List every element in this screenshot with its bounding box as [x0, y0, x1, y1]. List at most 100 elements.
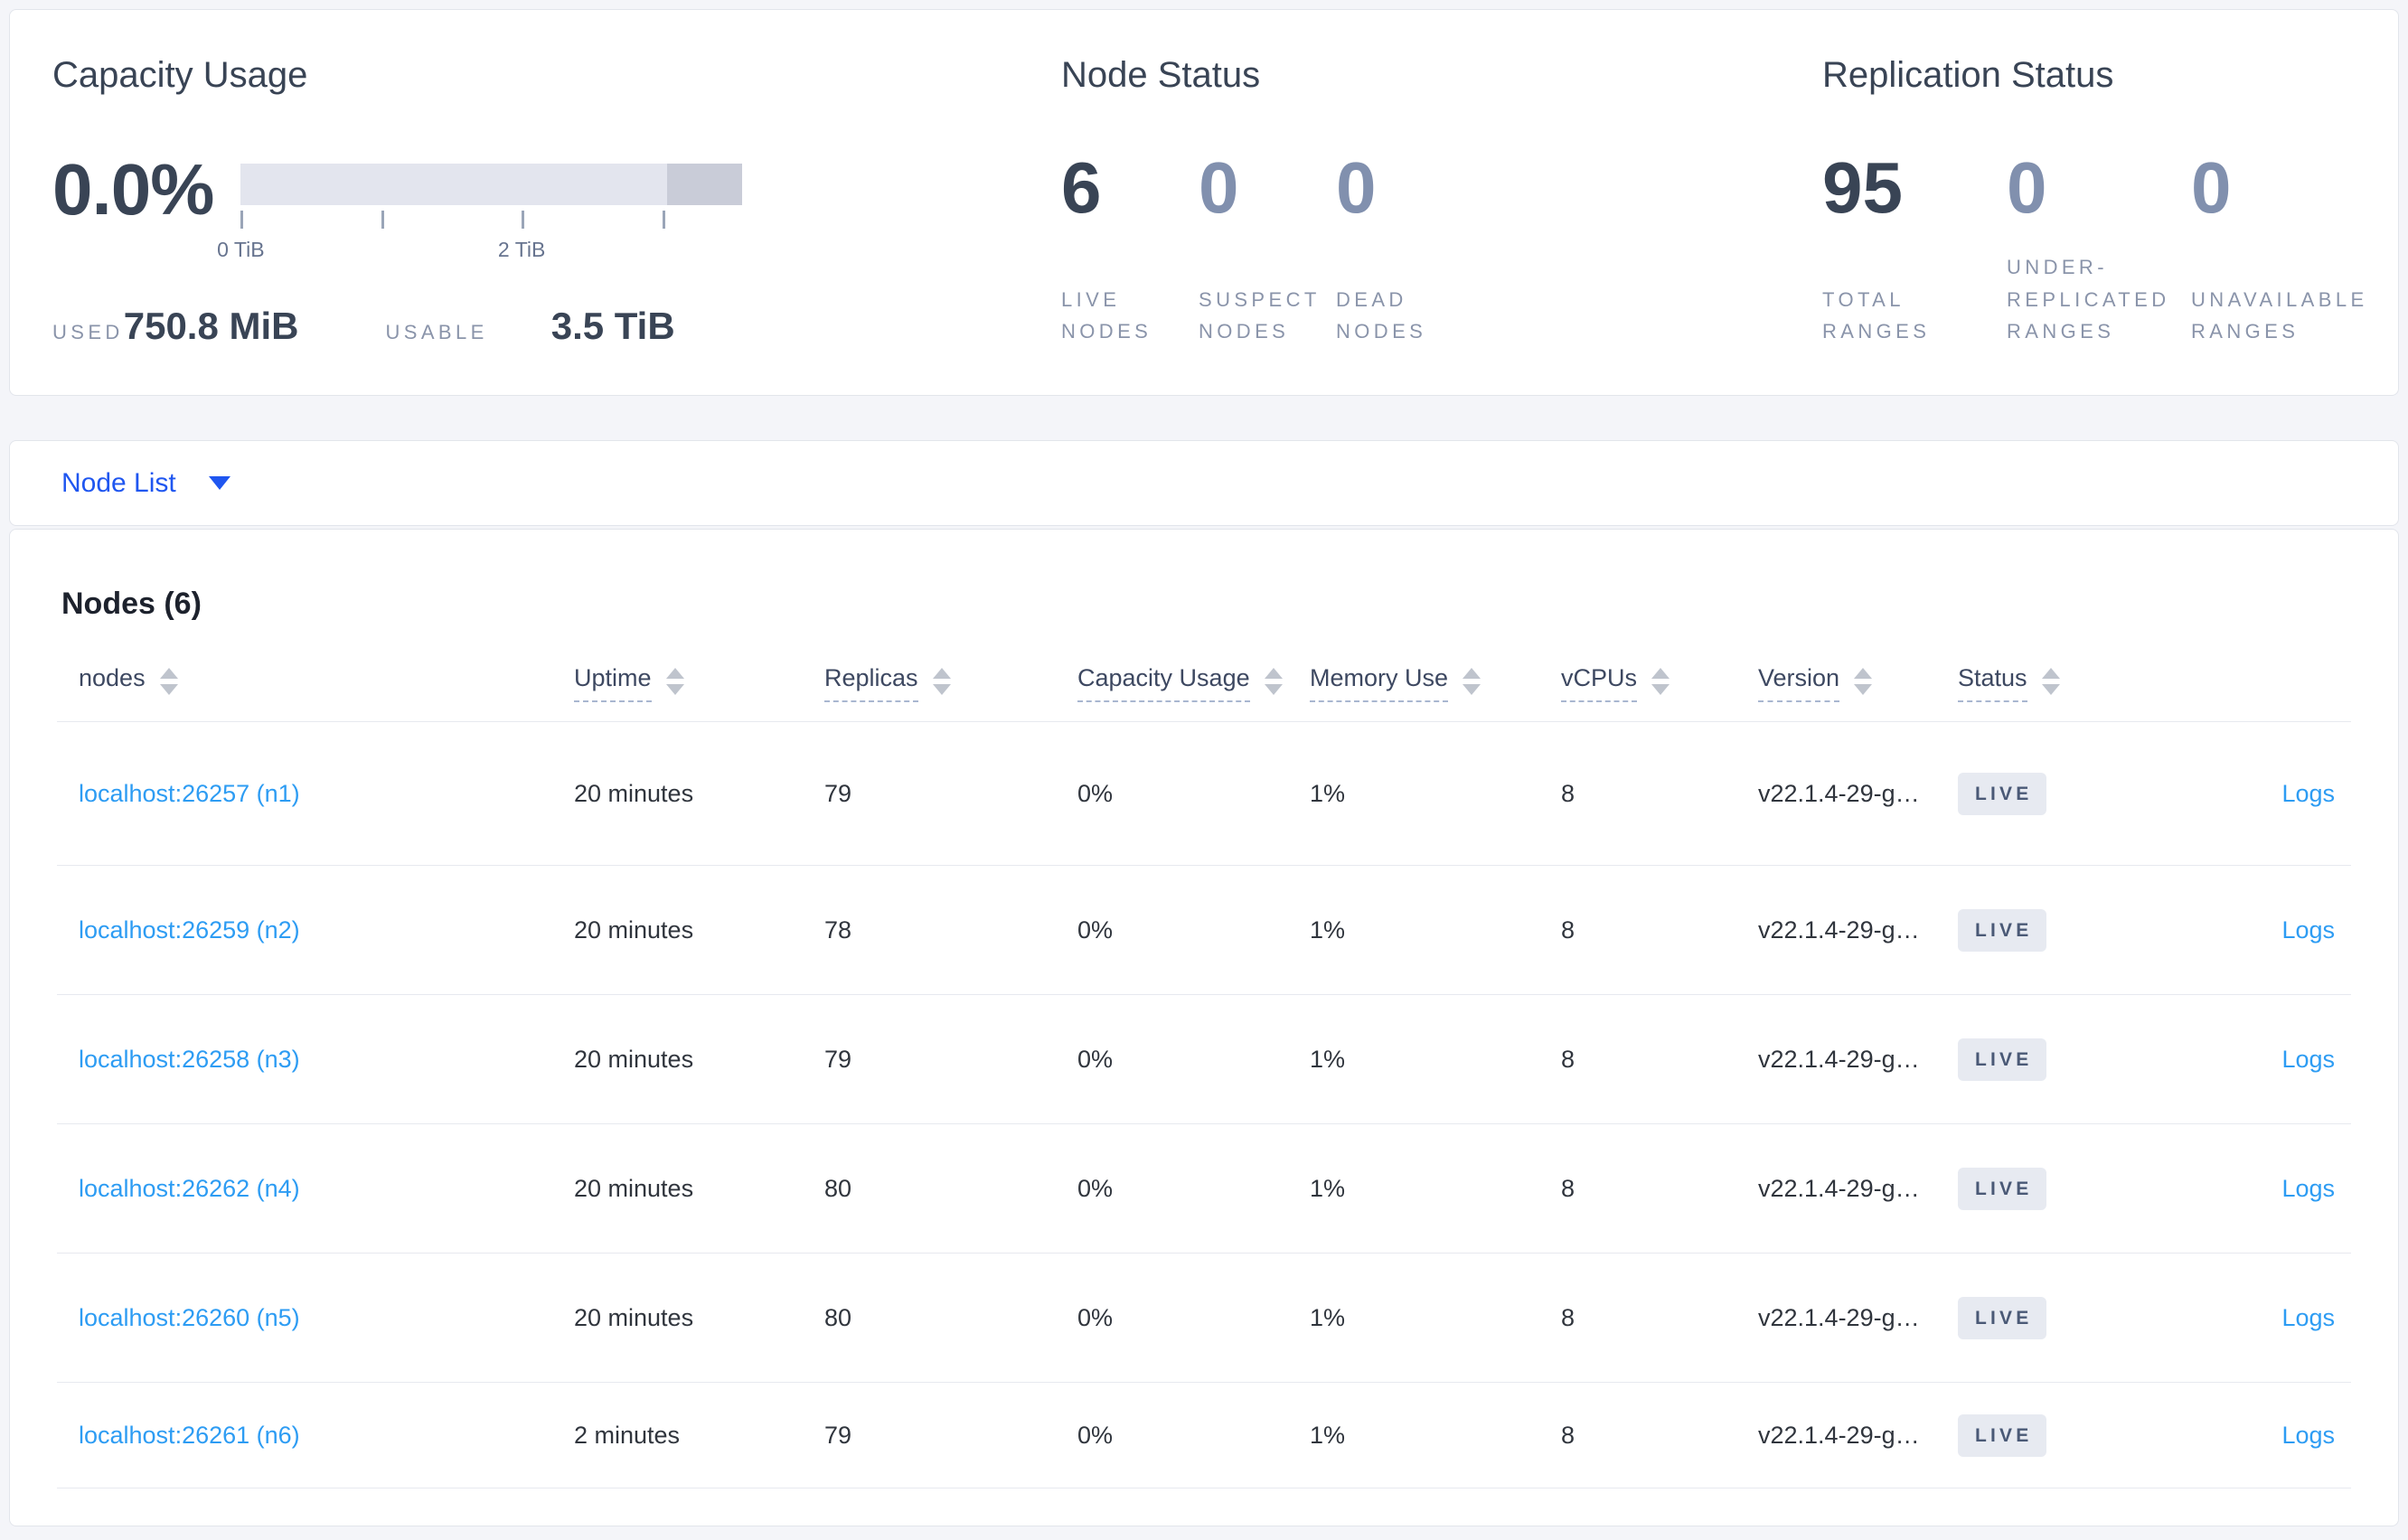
version-cell: v22.1.4-29-g… [1758, 1303, 1920, 1331]
capacity-usage-section: Capacity Usage 0.0% 0 TiB 2 TiB [52, 55, 1061, 348]
sort-icon[interactable] [159, 668, 178, 695]
version-cell: v22.1.4-29-g… [1758, 779, 1920, 807]
memory-use-cell: 1% [1310, 779, 1346, 807]
sort-desc-triangle [2041, 684, 2060, 695]
logs-link[interactable]: Logs [2281, 916, 2335, 944]
stat-label: TOTAL RANGES [1822, 287, 1931, 343]
column-label: vCPUs [1561, 663, 1638, 702]
table-row: localhost:26259 (n2) 20 minutes 78 0% 1% 8 v22… [57, 866, 2351, 995]
sort-desc-triangle [1651, 684, 1670, 695]
used-value: 750.8 MiB [123, 305, 299, 347]
sort-icon[interactable] [665, 668, 684, 695]
sort-icon[interactable] [932, 668, 951, 695]
uptime-cell: 20 minutes [574, 916, 694, 944]
status-badge: LIVE [1958, 1413, 2047, 1457]
uptime-cell: 20 minutes [574, 1174, 694, 1202]
sort-desc-triangle [665, 684, 684, 695]
capacity-used-usable-row: USED 750.8 MiB USABLE 3.5 TiB [52, 305, 1061, 348]
column-header-replicas[interactable]: Replicas [824, 663, 1077, 702]
stat-label: UNDER- REPLICATED RANGES [2007, 256, 2170, 343]
replication-status-section: Replication Status 95 TOTAL RANGES 0 UNDER-… [1822, 55, 2368, 348]
column-header-version[interactable]: Version [1758, 663, 1958, 702]
node-link[interactable]: localhost:26262 (n4) [79, 1174, 300, 1202]
stat-unavailable-ranges: 0 UNAVAILABLE RANGES [2191, 95, 2368, 348]
column-header-capacity-usage[interactable]: Capacity Usage [1077, 663, 1310, 702]
node-link[interactable]: localhost:26258 (n3) [79, 1045, 300, 1073]
logs-cell: Logs [2179, 780, 2351, 808]
column-label: Version [1758, 663, 1840, 702]
table-row: localhost:26262 (n4) 20 minutes 80 0% 1% 8 v22… [57, 1124, 2351, 1254]
uptime-cell: 2 minutes [574, 1421, 681, 1449]
column-header-vcpus[interactable]: vCPUs [1561, 663, 1758, 702]
stat-value: 0 [2007, 147, 2047, 228]
table-row: localhost:26257 (n1) 20 minutes 79 0% 1% 8 v22… [57, 722, 2351, 866]
memory-use-cell: 1% [1310, 1421, 1346, 1449]
node-status-stats: 6 LIVE NODES 0 SUSPECT NODES 0 DEAD NODES [1061, 95, 1822, 348]
column-header-nodes[interactable]: nodes [57, 663, 574, 700]
stat-total-ranges: 95 TOTAL RANGES [1822, 95, 2007, 348]
memory-use-cell: 1% [1310, 916, 1346, 944]
logs-cell: Logs [2179, 1046, 2351, 1074]
logs-cell: Logs [2179, 1422, 2351, 1450]
column-label: Status [1958, 663, 2027, 702]
sort-icon[interactable] [1463, 668, 1481, 695]
replication-status-title: Replication Status [1822, 55, 2114, 95]
sort-icon[interactable] [1264, 668, 1283, 695]
sort-icon[interactable] [1651, 668, 1670, 695]
replication-status-stats: 95 TOTAL RANGES 0 UNDER- REPLICATED RANGES 0… [1822, 95, 2368, 348]
column-header-memory-use[interactable]: Memory Use [1310, 663, 1561, 702]
axis-tick [381, 211, 384, 229]
node-cell: localhost:26257 (n1) [57, 780, 574, 808]
replicas-cell: 79 [824, 1421, 852, 1449]
status-cell: LIVE [1958, 1296, 2179, 1339]
uptime-cell: 20 minutes [574, 779, 694, 807]
capacity-used-percent: 0.0% [52, 149, 214, 230]
chevron-down-icon [208, 476, 230, 490]
uptime-cell: 20 minutes [574, 1303, 694, 1331]
status-badge: LIVE [1958, 908, 2047, 952]
logs-cell: Logs [2179, 1175, 2351, 1203]
sort-asc-triangle [2041, 668, 2060, 679]
usable-label: USABLE [385, 321, 488, 343]
stat-value: 0 [1199, 147, 1239, 228]
sort-asc-triangle [1264, 668, 1283, 679]
vcpus-cell: 8 [1561, 1421, 1576, 1449]
logs-cell: Logs [2179, 916, 2351, 944]
node-status-title: Node Status [1061, 55, 1261, 95]
stat-dead-nodes: 0 DEAD NODES [1336, 95, 1426, 348]
capacity-usage-cell: 0% [1077, 916, 1114, 944]
node-link[interactable]: localhost:26260 (n5) [79, 1303, 300, 1331]
uptime-cell: 20 minutes [574, 1045, 694, 1073]
version-cell: v22.1.4-29-g… [1758, 916, 1920, 944]
capacity-bar-end-segment [667, 164, 743, 205]
view-selector-dropdown[interactable]: Node List [61, 468, 230, 499]
column-header-uptime[interactable]: Uptime [574, 663, 824, 702]
logs-link[interactable]: Logs [2281, 1045, 2335, 1073]
capacity-usage-cell: 0% [1077, 779, 1114, 807]
column-header-status[interactable]: Status [1958, 663, 2179, 702]
table-row: localhost:26260 (n5) 20 minutes 80 0% 1% 8 v22… [57, 1254, 2351, 1383]
logs-link[interactable]: Logs [2281, 1174, 2335, 1202]
logs-link[interactable]: Logs [2281, 1421, 2335, 1449]
status-cell: LIVE [1958, 908, 2179, 952]
node-link[interactable]: localhost:26257 (n1) [79, 779, 300, 807]
sort-icon[interactable] [1854, 668, 1873, 695]
stat-live-nodes: 6 LIVE NODES [1061, 95, 1199, 348]
sort-desc-triangle [159, 684, 178, 695]
stat-label: LIVE NODES [1061, 287, 1152, 343]
sort-asc-triangle [665, 668, 684, 679]
node-link[interactable]: localhost:26261 (n6) [79, 1421, 300, 1449]
logs-link[interactable]: Logs [2281, 779, 2335, 807]
status-badge: LIVE [1958, 1167, 2047, 1210]
capacity-usage-cell: 0% [1077, 1421, 1114, 1449]
stat-value: 95 [1822, 147, 1903, 228]
node-link[interactable]: localhost:26259 (n2) [79, 916, 300, 944]
sort-icon[interactable] [2041, 668, 2060, 695]
node-cell: localhost:26258 (n3) [57, 1046, 574, 1074]
logs-link[interactable]: Logs [2281, 1303, 2335, 1331]
nodes-table-card: Nodes (6) nodes Uptime Replicas Capacity Us… [9, 529, 2399, 1526]
capacity-usage-cell: 0% [1077, 1174, 1114, 1202]
node-cell: localhost:26262 (n4) [57, 1175, 574, 1203]
stat-label: SUSPECT NODES [1199, 287, 1321, 343]
capacity-bar-track [240, 164, 743, 205]
